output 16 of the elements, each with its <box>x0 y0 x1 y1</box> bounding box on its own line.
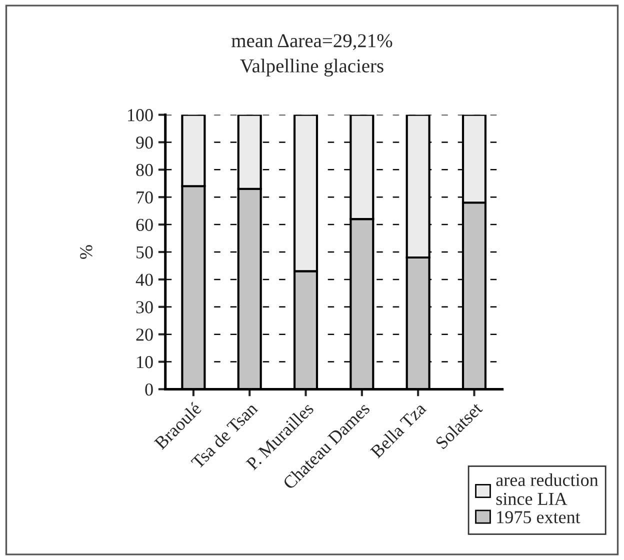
chart-subtitle: Valpelline glaciers <box>240 58 384 76</box>
y-tick-label: 10 <box>137 356 153 368</box>
y-tick-label: 0 <box>145 383 153 396</box>
legend-label: 1975 extent <box>497 511 580 524</box>
y-tick-label: 100 <box>128 109 153 122</box>
y-axis-title: % <box>80 245 92 259</box>
chart-title: mean Δarea=29,21% <box>232 34 392 50</box>
y-tick-label: 60 <box>136 218 153 231</box>
y-tick-label: 40 <box>136 274 153 286</box>
y-tick-label: 90 <box>136 136 153 149</box>
y-tick-label: 30 <box>136 301 153 314</box>
y-tick-label: 80 <box>136 164 153 176</box>
y-tick-label: 50 <box>136 246 153 258</box>
y-tick-label: 20 <box>136 328 153 341</box>
legend-label: area reduction since LIA <box>496 473 598 505</box>
y-tick-label: 70 <box>136 191 153 204</box>
